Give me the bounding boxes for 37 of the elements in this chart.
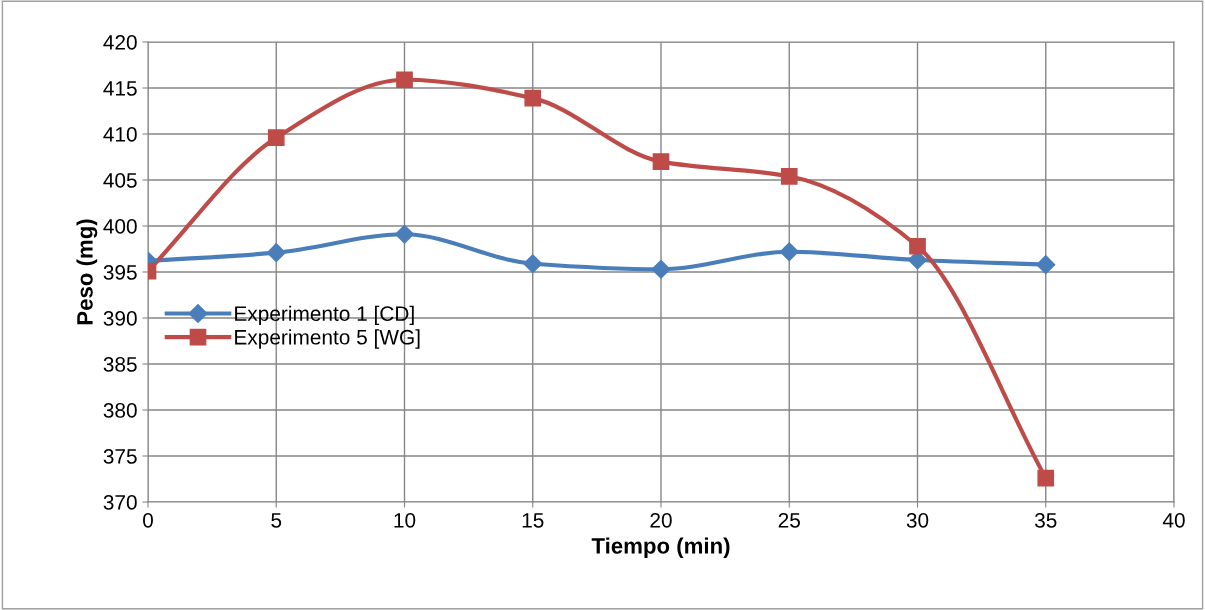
x-tick-label: 25 [778,512,800,528]
point [524,89,542,107]
y-tick-label: 375 [103,449,137,464]
y-tick-label: 395 [103,265,137,280]
y-tick-label: 415 [103,81,137,96]
y-tick-label: 385 [103,357,137,372]
x-tick-label: 0 [143,512,153,528]
point [394,224,415,244]
x-tick-label: 10 [394,512,416,528]
y-axis-title: Peso (mg) [76,219,98,325]
x-tick-label: 40 [1162,512,1185,528]
point [909,237,926,255]
legend-label: Experimento 1 [CD] [235,305,414,326]
x-tick-label: 5 [271,513,282,528]
x-tick-label: 30 [906,512,929,528]
point [266,243,286,263]
y-tick-label: 380 [103,403,137,418]
legend-label: Experimento 5 [WG] [235,329,420,349]
point [779,242,799,262]
point [1036,255,1056,275]
x-axis-title: Tiempo (min) [591,537,730,559]
point [1037,469,1055,487]
point [652,153,670,170]
y-tick-label: 410 [103,127,137,142]
x-tick-label: 35 [1034,512,1057,528]
point [523,254,543,274]
point [780,167,798,185]
y-tick-label: 405 [103,173,137,188]
y-tick-label: 370 [103,495,137,510]
point [651,259,671,279]
point [267,129,285,147]
point [396,71,413,89]
y-tick-label: 390 [103,311,137,326]
x-tick-label: 20 [650,512,672,528]
y-tick-label: 420 [103,35,137,50]
x-tick-label: 15 [522,513,544,528]
y-tick-label: 400 [103,219,137,234]
